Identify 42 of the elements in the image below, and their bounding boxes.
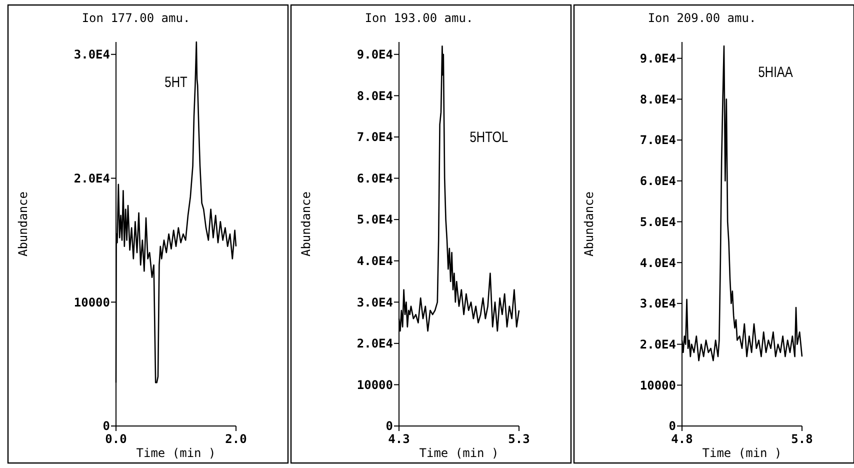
chart-title: Ion 177.00 amu. — [82, 11, 190, 25]
y-tick-label: 2.0E4 — [74, 171, 110, 186]
y-tick-label: 3.0E4 — [74, 48, 110, 62]
y-tick-label: 8.0E4 — [356, 88, 393, 103]
x-tick-label: 5.3 — [508, 432, 530, 446]
y-tick-label: 9.0E4 — [640, 52, 676, 66]
y-tick-label: 2.0E4 — [356, 336, 393, 351]
y-tick-label: 10000 — [640, 378, 676, 392]
x-tick-label: 4.3 — [388, 432, 410, 446]
chart-title: Ion 209.00 amu. — [648, 11, 756, 25]
y-axis-title: Abundance — [16, 191, 30, 257]
y-tick-label: 0 — [386, 419, 393, 434]
chart-title: Ion 193.00 amu. — [364, 11, 474, 25]
y-tick-label: 9.0E4 — [356, 48, 393, 62]
y-tick-label: 3.0E4 — [640, 296, 676, 311]
y-tick-label: 10000 — [356, 378, 393, 392]
x-tick-label: 4.8 — [671, 432, 693, 446]
y-tick-label: 2.0E4 — [640, 338, 676, 352]
y-tick-label: 6.0E4 — [356, 171, 393, 186]
y-tick-label: 6.0E4 — [640, 174, 676, 188]
y-tick-label: 4.0E4 — [356, 254, 393, 268]
annotation: 5HT — [164, 74, 188, 90]
y-tick-label: 3.0E4 — [356, 295, 393, 310]
y-tick-label: 0 — [668, 419, 676, 434]
y-tick-label: 7.0E4 — [640, 133, 676, 148]
y-tick-label: 5.0E4 — [356, 212, 393, 227]
y-tick-label: 10000 — [74, 295, 110, 310]
y-axis-title: Abundance — [299, 191, 313, 257]
annotation: 5HIAA — [758, 64, 794, 80]
annotation: 5HTOL — [470, 128, 509, 146]
x-axis-title: Time (min ) — [702, 446, 782, 460]
y-tick-label: 4.0E4 — [640, 256, 676, 270]
y-tick-label: 5.0E4 — [640, 214, 676, 229]
x-tick-label: 5.8 — [791, 432, 813, 446]
y-tick-label: 0 — [102, 419, 110, 434]
x-axis-title: Time (min ) — [419, 446, 499, 460]
y-tick-label: 7.0E4 — [356, 130, 393, 144]
x-tick-label: 2.0 — [225, 432, 247, 446]
y-axis-title: Abundance — [582, 191, 596, 257]
y-tick-label: 8.0E4 — [640, 92, 676, 106]
x-tick-label: 0.0 — [105, 432, 127, 446]
x-axis-title: Time (min ) — [136, 446, 216, 460]
